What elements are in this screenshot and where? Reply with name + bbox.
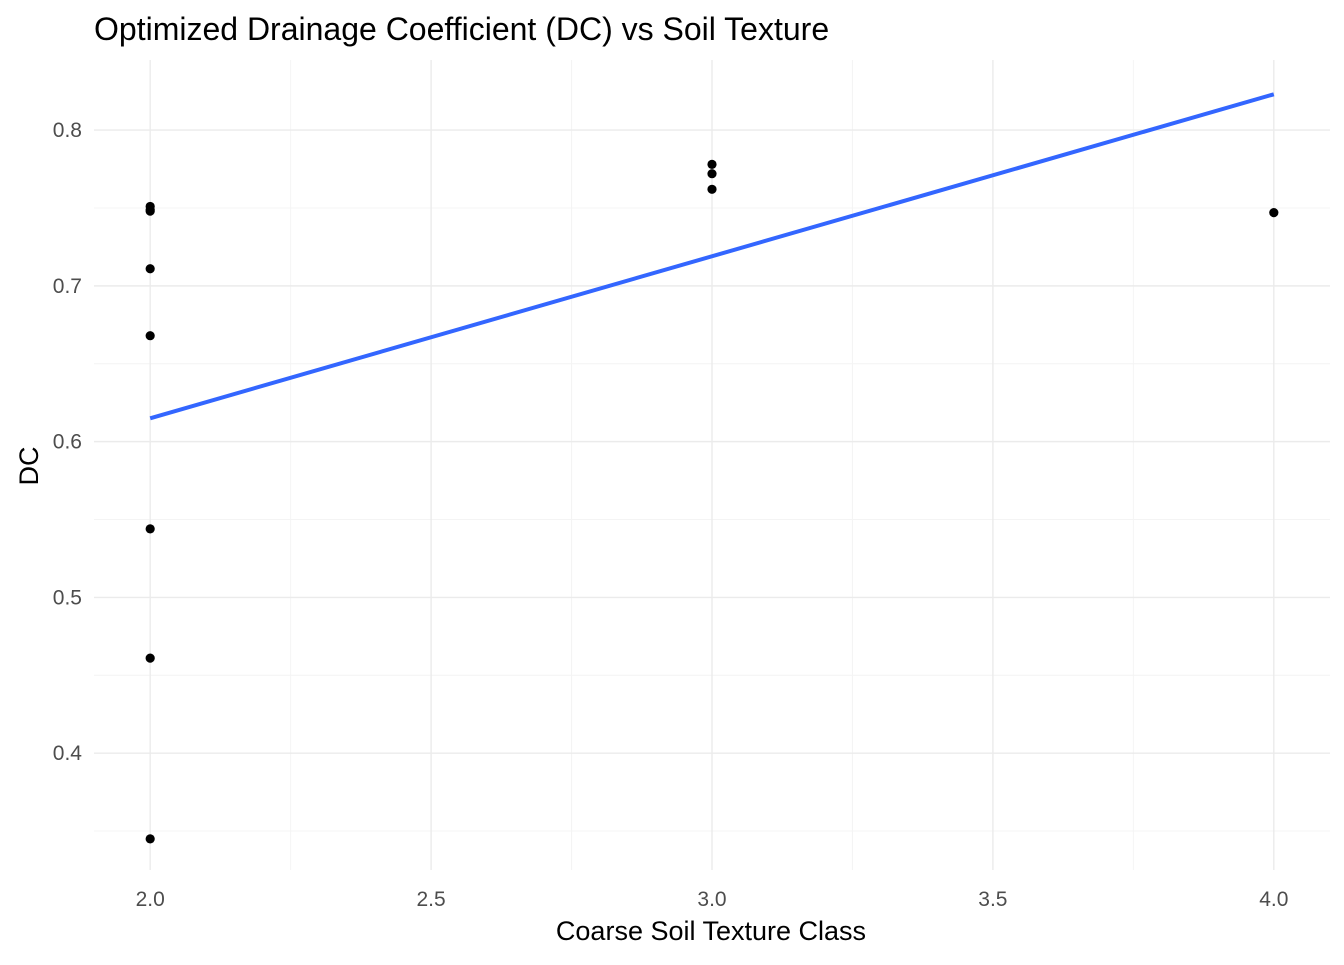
data-point [145,653,155,663]
x-axis-title: Coarse Soil Texture Class [556,916,866,946]
y-tick-label: 0.4 [53,742,83,765]
data-point [145,524,155,534]
data-point [145,264,155,274]
data-point [145,331,155,341]
x-tick-label: 3.0 [697,888,726,911]
data-point [707,184,717,194]
data-point [707,169,717,179]
chart-title: Optimized Drainage Coefficient (DC) vs S… [94,11,829,47]
data-point [1269,208,1279,218]
point-layer [145,159,1279,844]
trend-line [149,92,1275,421]
trend-line-layer [149,92,1275,421]
data-point [145,206,155,216]
x-tick-label: 4.0 [1259,888,1288,911]
y-tick-label: 0.5 [53,586,82,609]
tick-label-layer: 2.0 2.5 3.0 3.5 4.0 0.4 0.5 0.6 0.7 0.8 [53,119,1289,911]
data-point [707,159,717,169]
grid-layer [94,60,1330,870]
x-tick-label: 2.0 [136,888,165,911]
y-tick-label: 0.6 [53,431,82,454]
data-point [145,834,155,844]
x-tick-label: 2.5 [416,888,445,911]
y-axis-title: DC [14,447,44,486]
y-tick-label: 0.8 [53,119,82,142]
y-tick-label: 0.7 [53,275,82,298]
x-tick-label: 3.5 [978,888,1007,911]
